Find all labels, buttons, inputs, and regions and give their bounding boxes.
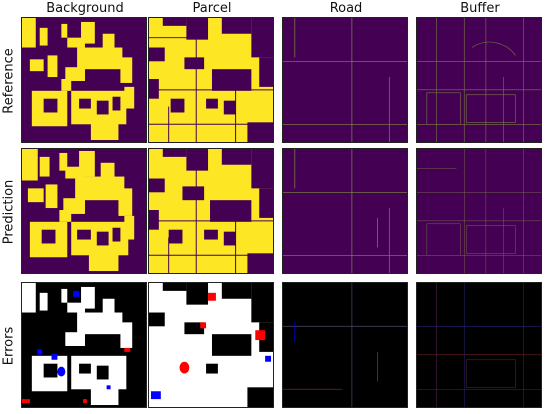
panel-prediction-buffer (416, 148, 542, 274)
column-title-background: Background (46, 1, 124, 16)
panel-prediction-parcel (148, 148, 274, 274)
panel-reference-buffer (416, 17, 542, 143)
column-title-buffer: Buffer (460, 1, 500, 16)
panel-reference-parcel (148, 17, 274, 143)
panel-errors-buffer (416, 282, 542, 408)
panel-errors-parcel (148, 282, 274, 408)
panel-prediction-road (282, 148, 408, 274)
panel-reference-background (21, 17, 147, 143)
panel-reference-road (282, 17, 408, 143)
column-title-parcel: Parcel (192, 1, 232, 16)
row-title-reference: Reference (1, 47, 17, 114)
panel-errors-road (282, 282, 408, 408)
row-title-errors: Errors (1, 326, 17, 365)
row-title-prediction: Prediction (1, 179, 17, 244)
panel-prediction-background (21, 148, 147, 274)
panel-errors-background (21, 282, 147, 408)
column-title-road: Road (329, 1, 363, 16)
